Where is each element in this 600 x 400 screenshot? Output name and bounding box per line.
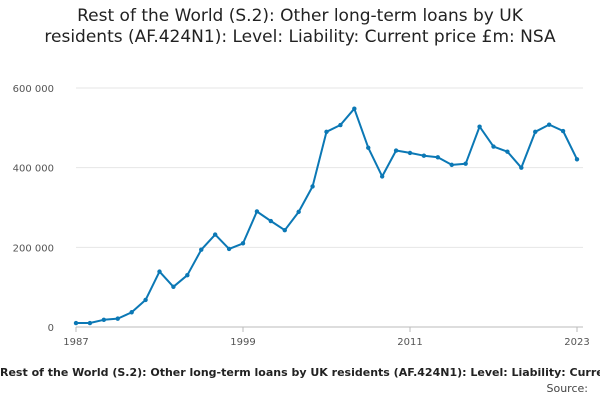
data-point <box>421 153 427 158</box>
x-tick-label: 1987 <box>63 337 88 348</box>
data-point <box>463 161 468 166</box>
data-point <box>435 155 441 160</box>
y-tick-label: 0 <box>48 323 54 334</box>
gridlines <box>76 87 583 248</box>
data-point <box>73 320 79 326</box>
series-layer <box>73 106 580 326</box>
data-point <box>393 148 399 153</box>
footer-caption-text: Rest of the World (S.2): Other long-term… <box>0 366 600 379</box>
data-point <box>185 273 190 278</box>
footer-caption: Rest of the World (S.2): Other long-term… <box>0 366 600 379</box>
x-tick-labels: 1987 1999 2011 2023 <box>63 337 589 348</box>
x-tick-label: 2023 <box>564 337 589 348</box>
data-point <box>324 129 329 135</box>
data-point <box>268 218 274 224</box>
y-tick-labels: 0 200 000 400 000 600 000 <box>13 84 54 334</box>
source-label: Source: <box>546 382 589 395</box>
data-point <box>310 184 315 189</box>
data-point <box>379 174 385 179</box>
data-point <box>560 128 566 134</box>
data-point <box>199 247 204 252</box>
series-line <box>76 107 578 324</box>
data-point <box>87 320 93 326</box>
data-point <box>101 317 107 323</box>
data-point <box>296 209 301 215</box>
data-point <box>533 129 538 135</box>
y-tick-label: 400 000 <box>13 164 54 175</box>
data-point <box>366 145 371 150</box>
data-point <box>477 124 482 129</box>
data-point <box>171 284 176 289</box>
data-point <box>129 310 134 315</box>
data-point <box>254 209 260 214</box>
data-point <box>574 157 580 162</box>
data-point <box>519 165 524 170</box>
data-point <box>115 316 120 321</box>
data-point <box>282 228 287 233</box>
data-point <box>449 162 454 168</box>
data-point <box>546 122 552 127</box>
data-point <box>212 232 218 237</box>
data-point <box>491 144 496 149</box>
x-tick-label: 2011 <box>397 337 422 348</box>
y-tick-label: 200 000 <box>13 243 54 254</box>
data-point <box>226 246 232 252</box>
x-tick-label: 1999 <box>230 337 255 348</box>
axes <box>75 326 583 332</box>
data-point <box>407 150 413 156</box>
data-point <box>157 269 162 274</box>
data-point <box>352 106 357 111</box>
chart-title: Rest of the World (S.2): Other long-term… <box>44 6 556 47</box>
data-point <box>505 149 510 154</box>
data-point <box>240 241 246 246</box>
data-point <box>338 122 343 128</box>
data-point <box>143 297 148 303</box>
y-tick-label: 600 000 <box>13 84 54 95</box>
